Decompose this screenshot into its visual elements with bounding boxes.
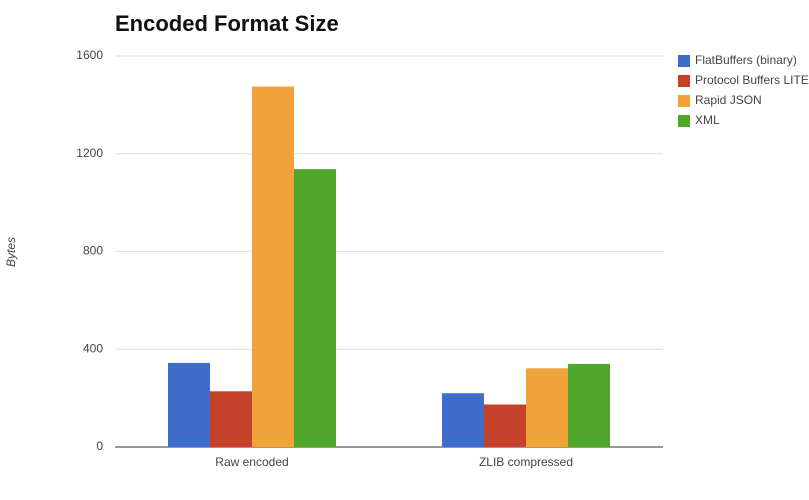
y-axis-label: Bytes — [4, 237, 18, 267]
legend-label: FlatBuffers (binary) — [695, 53, 797, 67]
legend-swatch — [678, 55, 690, 67]
bar — [442, 393, 484, 447]
bar — [210, 391, 252, 447]
bar — [526, 368, 568, 447]
legend-swatch — [678, 75, 690, 87]
x-tick-label: Raw encoded — [215, 455, 288, 469]
x-tick-label: ZLIB compressed — [479, 455, 573, 469]
y-tick-label: 0 — [96, 439, 103, 453]
legend-swatch — [678, 95, 690, 107]
bar — [168, 362, 210, 447]
bar — [294, 169, 336, 447]
y-tick-label: 1600 — [76, 48, 103, 62]
chart-title: Encoded Format Size — [115, 11, 339, 36]
bar — [252, 86, 294, 447]
bar — [484, 404, 526, 447]
legend-label: Rapid JSON — [695, 93, 762, 107]
legend-label: XML — [695, 113, 720, 127]
legend-label: Protocol Buffers LITE — [695, 73, 809, 87]
y-tick-label: 1200 — [76, 146, 103, 160]
y-tick-label: 400 — [83, 341, 103, 355]
y-tick-label: 800 — [83, 244, 103, 258]
bar — [568, 363, 610, 447]
legend-swatch — [678, 115, 690, 127]
